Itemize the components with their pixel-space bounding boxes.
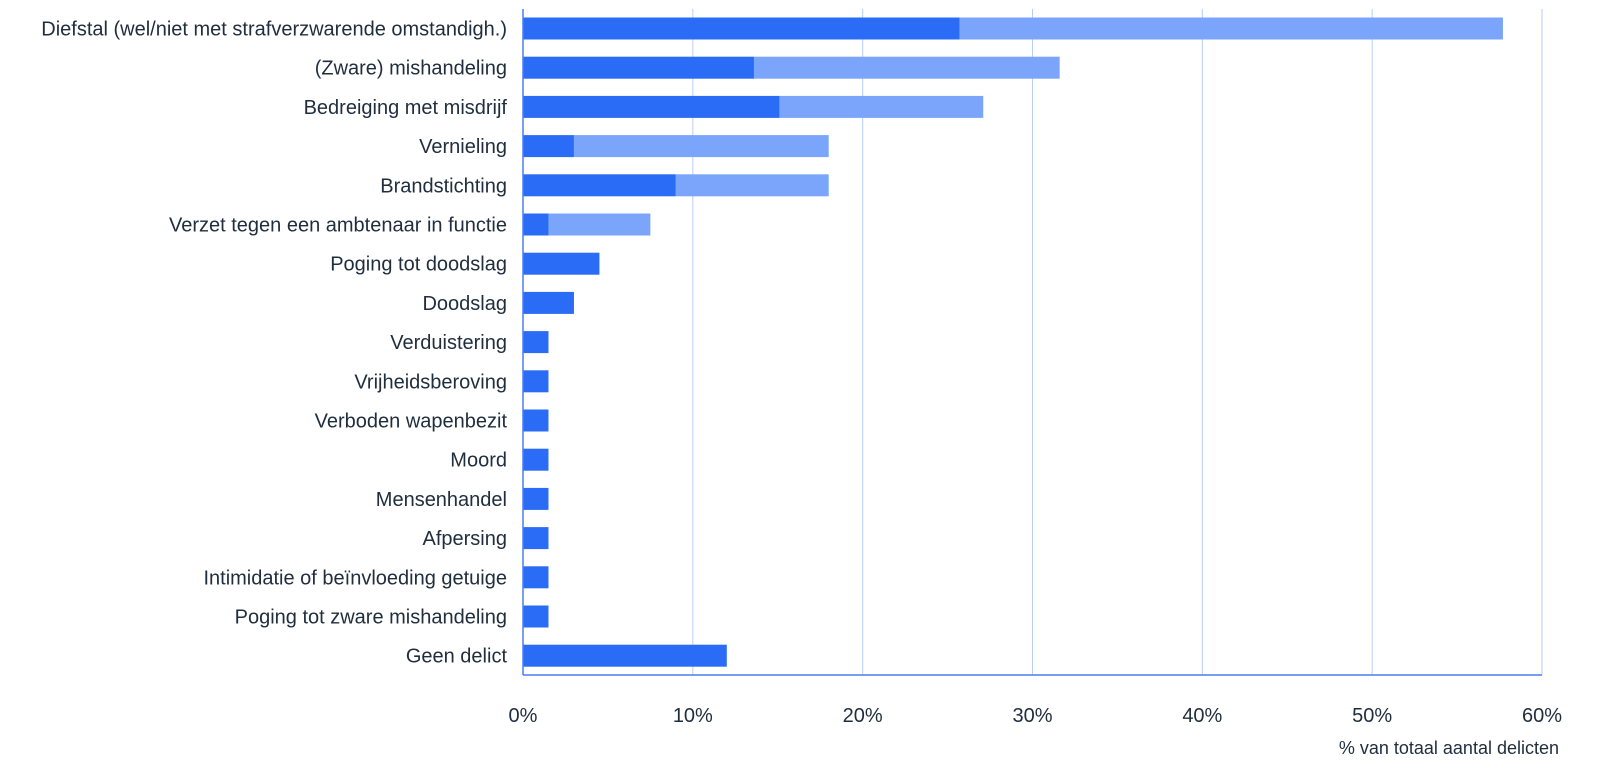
category-label: Verzet tegen een ambtenaar in functie: [169, 215, 507, 237]
bar-segment-2: [959, 17, 1503, 40]
bar-segment-2: [779, 95, 984, 118]
bar-segment-1: [523, 174, 676, 197]
category-label: Moord: [450, 450, 507, 472]
x-axis-title: % van totaal aantal delicten: [1339, 738, 1559, 758]
bar-segment-1: [523, 135, 574, 158]
bar-segment-1: [523, 566, 549, 589]
x-tick-label: 40%: [1182, 705, 1222, 727]
category-labels: Diefstal (wel/niet met strafverzwarende …: [41, 19, 507, 668]
x-tick-label: 60%: [1522, 705, 1562, 727]
bar-segment-2: [753, 56, 1060, 79]
bar-segment-1: [523, 370, 549, 393]
x-tick-labels: 0% 10% 20% 30% 40% 50% 60%: [509, 705, 1563, 727]
bar-segment-2: [548, 213, 651, 236]
bar-segment-1: [523, 487, 549, 510]
category-label: Diefstal (wel/niet met strafverzwarende …: [41, 19, 507, 41]
bar-segment-1: [523, 56, 754, 79]
bar-segment-1: [523, 448, 549, 471]
bar-segment-1: [523, 331, 549, 354]
category-label: Poging tot zware mishandeling: [235, 607, 507, 629]
category-label: Vernieling: [419, 136, 507, 158]
grid-lines: [692, 9, 1543, 675]
x-tick-label: 0%: [509, 705, 538, 727]
category-label: Mensenhandel: [376, 489, 507, 511]
bar-segment-1: [523, 252, 600, 275]
category-label: Verduistering: [390, 332, 507, 354]
bar-segment-2: [573, 135, 829, 158]
bar-segment-1: [523, 605, 549, 628]
bar-segment-1: [523, 644, 727, 667]
bar-segment-1: [523, 527, 549, 550]
bar-segment-1: [523, 291, 574, 314]
category-label: Verboden wapenbezit: [315, 411, 508, 433]
x-tick-label: 20%: [843, 705, 883, 727]
category-label: Poging tot doodslag: [330, 254, 507, 276]
x-tick-label: 50%: [1352, 705, 1392, 727]
bar-segment-1: [523, 409, 549, 432]
axes: [522, 9, 1542, 676]
category-label: Brandstichting: [380, 175, 507, 197]
category-label: Geen delict: [406, 646, 508, 668]
category-label: Afpersing: [423, 528, 508, 550]
bar-segment-1: [523, 213, 549, 236]
bars: [523, 17, 1503, 667]
x-tick-label: 30%: [1012, 705, 1052, 727]
x-tick-label: 10%: [673, 705, 713, 727]
category-label: Bedreiging met misdrijf: [304, 97, 508, 119]
category-label: Intimidatie of beïnvloeding getuige: [203, 567, 507, 589]
category-label: Doodslag: [422, 293, 507, 315]
bar-segment-1: [523, 17, 960, 40]
category-label: (Zware) mishandeling: [315, 58, 507, 80]
category-label: Vrijheidsberoving: [354, 371, 507, 393]
bar-segment-1: [523, 95, 780, 118]
bar-segment-2: [675, 174, 829, 197]
